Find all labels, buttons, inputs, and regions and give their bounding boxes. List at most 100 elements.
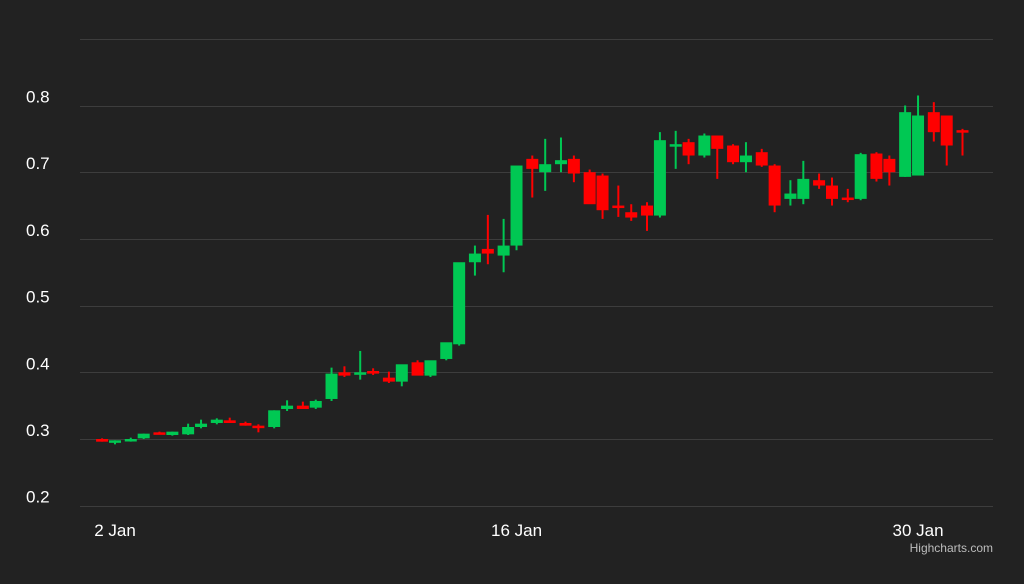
candle-body xyxy=(453,262,466,345)
candle-down[interactable] xyxy=(755,148,768,167)
candle-down[interactable] xyxy=(223,417,236,423)
candle-down[interactable] xyxy=(940,115,953,166)
candle-down[interactable] xyxy=(641,202,654,231)
candle-body xyxy=(883,158,896,173)
credits-link[interactable]: Highcharts.com xyxy=(910,541,993,555)
candle-down[interactable] xyxy=(883,155,896,186)
candle-down[interactable] xyxy=(583,169,596,205)
candle-up[interactable] xyxy=(698,133,711,158)
candle-up[interactable] xyxy=(453,262,466,346)
x-axis-labels: 2 Jan 16 Jan 30 Jan xyxy=(94,521,943,540)
candle-body xyxy=(567,158,580,174)
candle-up[interactable] xyxy=(510,165,523,251)
candle-body xyxy=(281,405,294,409)
candle-up[interactable] xyxy=(137,433,150,439)
candle-down[interactable] xyxy=(927,102,940,142)
candle-body xyxy=(395,364,408,382)
candle-down[interactable] xyxy=(826,177,838,206)
candle-body xyxy=(768,165,781,206)
candle-body xyxy=(354,372,367,375)
candle-down[interactable] xyxy=(296,401,309,409)
candle-up[interactable] xyxy=(912,95,925,176)
candle-up[interactable] xyxy=(854,152,867,201)
candle-up[interactable] xyxy=(669,130,682,169)
candle-up[interactable] xyxy=(124,437,137,442)
candle-body xyxy=(739,155,752,163)
candle-body xyxy=(526,158,539,169)
candle-down[interactable] xyxy=(367,368,380,375)
candle-up[interactable] xyxy=(166,431,179,436)
candle-up[interactable] xyxy=(497,218,510,273)
candle-up[interactable] xyxy=(325,367,338,401)
candle-down[interactable] xyxy=(252,424,265,433)
candle-up[interactable] xyxy=(354,350,367,380)
candle-up[interactable] xyxy=(554,137,567,173)
candle-up[interactable] xyxy=(424,360,437,377)
candle-up[interactable] xyxy=(539,138,552,191)
candle-body xyxy=(669,144,682,147)
candle-up[interactable] xyxy=(468,245,481,276)
candle-up[interactable] xyxy=(440,342,453,361)
candle-body xyxy=(468,253,481,263)
candle-up[interactable] xyxy=(309,399,322,409)
candle-body xyxy=(497,245,510,256)
y-axis-labels: 0.2 0.3 0.4 0.5 0.6 0.7 0.8 xyxy=(26,88,50,507)
candle-down[interactable] xyxy=(711,135,724,179)
candle-up[interactable] xyxy=(182,423,195,435)
candle-body xyxy=(912,115,925,176)
candle-down[interactable] xyxy=(682,138,695,165)
candle-body xyxy=(841,197,854,201)
candle-body xyxy=(727,145,740,163)
candle-body xyxy=(583,172,596,205)
candle-body xyxy=(641,205,654,216)
candle-up[interactable] xyxy=(210,418,223,425)
y-tick-label: 0.4 xyxy=(26,354,50,373)
candle-down[interactable] xyxy=(727,144,740,165)
candle-down[interactable] xyxy=(625,204,638,221)
candle-body xyxy=(96,439,109,442)
candle-up[interactable] xyxy=(784,180,797,206)
candle-down[interactable] xyxy=(239,421,252,426)
candle-up[interactable] xyxy=(109,440,121,445)
candle-body xyxy=(223,420,236,423)
candle-up[interactable] xyxy=(653,132,666,218)
candle-body xyxy=(596,175,609,211)
y-tick-label: 0.7 xyxy=(26,154,50,173)
candle-down[interactable] xyxy=(567,155,580,183)
candle-down[interactable] xyxy=(96,438,109,442)
candle-up[interactable] xyxy=(899,105,912,177)
candle-down[interactable] xyxy=(813,173,826,189)
candle-body xyxy=(296,405,309,409)
candles xyxy=(96,95,969,445)
x-tick-label: 2 Jan xyxy=(94,521,136,540)
candle-body xyxy=(539,164,552,173)
candle-down[interactable] xyxy=(411,360,424,376)
candle-body xyxy=(826,185,838,199)
candle-down[interactable] xyxy=(768,164,781,213)
candle-down[interactable] xyxy=(596,173,609,219)
candle-body xyxy=(653,140,666,216)
candle-body xyxy=(210,419,223,423)
candle-body xyxy=(252,425,265,429)
candle-up[interactable] xyxy=(268,410,281,429)
candle-down[interactable] xyxy=(956,128,969,156)
candle-up[interactable] xyxy=(281,400,294,411)
candle-body xyxy=(440,342,453,359)
candle-up[interactable] xyxy=(797,160,810,205)
candle-down[interactable] xyxy=(870,152,883,182)
y-tick-label: 0.6 xyxy=(26,221,50,240)
candle-down[interactable] xyxy=(612,185,625,217)
candle-down[interactable] xyxy=(481,214,494,265)
candle-down[interactable] xyxy=(382,371,395,383)
candle-down[interactable] xyxy=(526,155,539,198)
candle-up[interactable] xyxy=(739,142,752,173)
candle-down[interactable] xyxy=(841,188,854,203)
candle-body xyxy=(755,152,768,166)
candle-down[interactable] xyxy=(153,431,166,435)
candle-body xyxy=(411,362,424,376)
candle-up[interactable] xyxy=(195,419,208,429)
candle-body xyxy=(813,180,826,186)
candle-down[interactable] xyxy=(338,366,351,377)
candle-body xyxy=(137,433,150,439)
candle-up[interactable] xyxy=(395,364,408,387)
